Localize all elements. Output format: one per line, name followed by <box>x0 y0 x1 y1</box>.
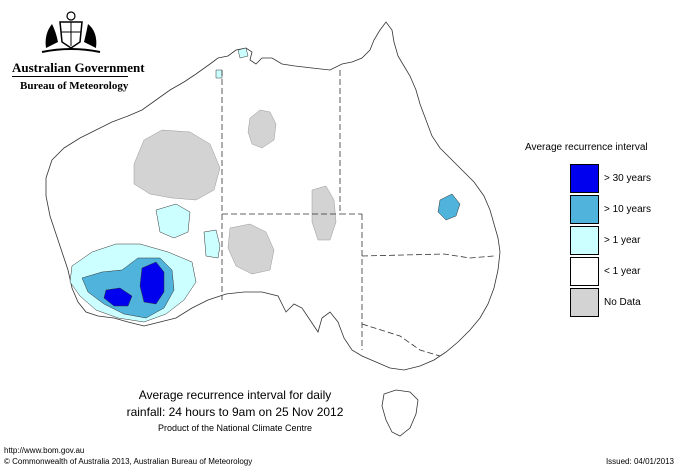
no-data-region-north <box>247 109 277 149</box>
tasmania <box>381 389 419 437</box>
no-data-region-central-east <box>311 185 337 241</box>
issued-date: Issued: 04/01/2013 <box>605 457 674 466</box>
ari-gt1yr-spot-north <box>237 47 249 59</box>
map-caption-line1: Average recurrence interval for daily <box>138 388 332 402</box>
ari-gt30yr-region-southwest <box>103 287 133 307</box>
legend-label: > 1 year <box>604 235 641 246</box>
legend-swatch-no-data <box>570 288 599 317</box>
state-borders <box>221 70 495 357</box>
legend-label: > 10 years <box>604 204 651 215</box>
border-qld-nsw <box>361 253 495 259</box>
legend-item: > 10 years <box>570 195 670 226</box>
border-nsw-vic <box>361 323 441 357</box>
legend-item: No Data <box>570 288 670 319</box>
legend-swatch-gt1yr <box>570 226 599 255</box>
legend: > 30 years > 10 years > 1 year < 1 year … <box>570 164 670 319</box>
legend-swatch-lt1yr <box>570 257 599 286</box>
legend-swatch-gt10yr <box>570 195 599 224</box>
legend-title: Average recurrence interval <box>525 142 648 153</box>
ari-gt1yr-region-goldfields <box>155 203 191 239</box>
bom-website-link[interactable]: http://www.bom.gov.au <box>4 446 85 455</box>
ari-gt10yr-region-queensland <box>437 193 461 221</box>
legend-item: < 1 year <box>570 257 670 288</box>
agency-name: Bureau of Meteorology <box>20 80 129 92</box>
government-title: Australian Government <box>12 60 145 75</box>
commonwealth-coat-of-arms-icon <box>41 11 101 53</box>
no-data-region-central <box>227 223 275 275</box>
header-divider <box>12 76 128 77</box>
legend-label: < 1 year <box>604 266 641 277</box>
ari-gt1yr-region-central <box>203 229 221 259</box>
ari-gt1yr-spot-kimberley <box>215 69 223 79</box>
legend-label: No Data <box>604 297 641 308</box>
legend-item: > 30 years <box>570 164 670 195</box>
ari-gt30yr-region-wheatbelt <box>139 261 165 305</box>
no-data-region-west <box>133 129 221 201</box>
legend-item: > 1 year <box>570 226 670 257</box>
legend-swatch-gt30yr <box>570 164 599 193</box>
legend-label: > 30 years <box>604 173 651 184</box>
copyright-notice: © Commonwealth of Australia 2013, Austra… <box>4 457 253 466</box>
map-caption-product: Product of the National Climate Centre <box>157 423 313 433</box>
map-caption-line2: rainfall: 24 hours to 9am on 25 Nov 2012 <box>126 405 344 419</box>
